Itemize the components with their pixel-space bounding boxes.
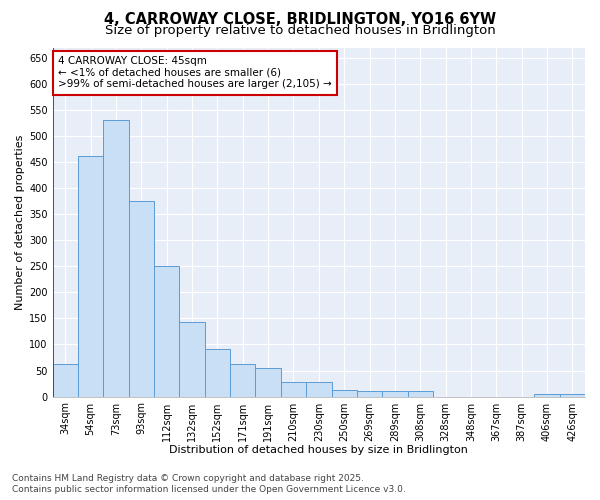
Bar — [256, 368, 281, 396]
Text: Contains HM Land Registry data © Crown copyright and database right 2025.
Contai: Contains HM Land Registry data © Crown c… — [12, 474, 406, 494]
Text: Size of property relative to detached houses in Bridlington: Size of property relative to detached ho… — [104, 24, 496, 37]
Text: 4, CARROWAY CLOSE, BRIDLINGTON, YO16 6YW: 4, CARROWAY CLOSE, BRIDLINGTON, YO16 6YW — [104, 12, 496, 28]
Bar — [281, 382, 306, 396]
Bar — [78, 156, 103, 396]
Bar — [332, 390, 357, 396]
X-axis label: Distribution of detached houses by size in Bridlington: Distribution of detached houses by size … — [169, 445, 468, 455]
Bar — [179, 322, 205, 396]
Bar — [407, 392, 433, 396]
Bar — [154, 266, 179, 396]
Bar — [53, 364, 78, 396]
Bar — [129, 201, 154, 396]
Bar — [103, 120, 129, 396]
Text: 4 CARROWAY CLOSE: 45sqm
← <1% of detached houses are smaller (6)
>99% of semi-de: 4 CARROWAY CLOSE: 45sqm ← <1% of detache… — [58, 56, 332, 90]
Bar — [230, 364, 256, 396]
Bar — [205, 348, 230, 397]
Bar — [535, 394, 560, 396]
Bar — [382, 392, 407, 396]
Bar — [357, 392, 382, 396]
Y-axis label: Number of detached properties: Number of detached properties — [15, 134, 25, 310]
Bar — [306, 382, 332, 396]
Bar — [560, 394, 585, 396]
